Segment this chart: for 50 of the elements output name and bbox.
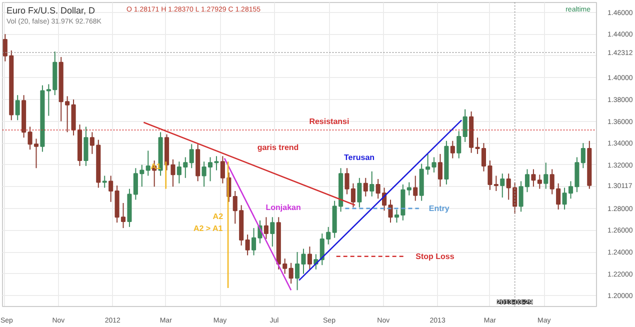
candlestick — [15, 94, 20, 121]
series-label: Stop Loss — [416, 252, 455, 261]
candlestick — [406, 182, 412, 196]
candlestick — [84, 126, 88, 166]
candlestick — [214, 156, 219, 171]
candlestick — [363, 177, 368, 197]
series-label: garis trend — [257, 142, 299, 152]
candlestick — [102, 175, 107, 188]
candlestick — [270, 216, 275, 248]
candlestick — [220, 156, 225, 184]
candlestick — [176, 161, 182, 184]
candlestick — [537, 174, 542, 190]
candlestick — [488, 160, 492, 190]
candlestick — [456, 130, 462, 159]
candlestick — [580, 142, 586, 169]
candlestick — [544, 162, 548, 190]
candlestick — [170, 158, 176, 188]
candlestick — [183, 156, 188, 178]
candlestick — [189, 144, 194, 169]
candlestick — [264, 216, 268, 240]
candlestick — [245, 234, 250, 256]
candlestick — [494, 175, 498, 192]
candlestick — [34, 138, 39, 169]
candlestick — [120, 202, 126, 229]
candlestick — [307, 246, 312, 270]
candlestick — [288, 262, 294, 284]
text: Terusan — [344, 153, 375, 162]
series-label: Lonjakan — [266, 203, 301, 212]
series-label: Entry — [428, 204, 450, 213]
candlestick — [574, 156, 580, 193]
candlestick — [450, 140, 455, 159]
candlestick — [531, 168, 536, 188]
candlestick — [140, 164, 144, 188]
chart-title: Euro Fx/U.S. Dollar, D — [6, 6, 96, 16]
candlestick — [413, 175, 418, 202]
candlestick — [326, 226, 331, 245]
candlestick — [282, 258, 288, 274]
candlestick — [370, 170, 374, 197]
series-label: A2 — [212, 212, 224, 221]
series-label: A1 — [150, 162, 162, 172]
candlestick — [357, 177, 362, 208]
candlestick — [320, 232, 324, 266]
candlestick — [462, 108, 468, 142]
candlestick — [133, 168, 138, 200]
candlestick — [438, 153, 443, 188]
annotation: A2 > A1 — [193, 224, 224, 233]
ref-line-label: Resistansi — [309, 116, 350, 126]
candlestick — [146, 150, 150, 176]
candlestick — [500, 173, 505, 198]
candlestick — [108, 175, 114, 202]
